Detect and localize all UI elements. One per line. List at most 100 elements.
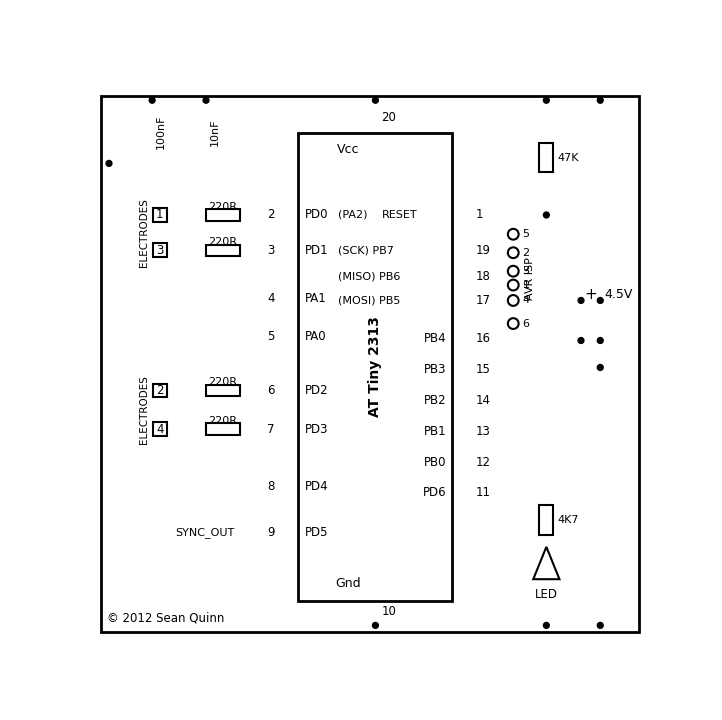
Text: PD0: PD0 [305,209,328,222]
Circle shape [508,318,518,329]
Text: 4K7: 4K7 [557,515,578,525]
Text: ELECTRODES: ELECTRODES [139,375,149,444]
Text: PD5: PD5 [305,526,328,539]
Text: PD1: PD1 [305,244,329,257]
Text: 13: 13 [476,425,490,438]
Bar [206,384,240,396]
Text: PB2: PB2 [424,394,446,407]
Text: 1: 1 [476,209,483,222]
Circle shape [597,97,603,103]
Text: RESET: RESET [381,210,417,220]
Text: 47K: 47K [557,153,578,163]
Text: PA1: PA1 [305,292,326,305]
Text: PD4: PD4 [305,480,329,493]
Text: 220R: 220R [209,202,238,212]
Text: 18: 18 [476,270,490,283]
Text: 2: 2 [523,248,530,258]
Text: 5: 5 [523,229,529,239]
Bar [298,132,453,600]
Text: PB1: PB1 [424,425,446,438]
Text: PD6: PD6 [422,487,446,500]
Text: 220R: 220R [209,237,238,247]
Bar [206,423,240,435]
Polygon shape [534,547,560,579]
Circle shape [149,97,155,103]
Text: 3: 3 [267,244,274,257]
Text: PB3: PB3 [424,364,446,377]
Text: 4: 4 [156,423,164,436]
Text: (MOSI) PB5: (MOSI) PB5 [339,295,401,305]
Text: Gnd: Gnd [336,577,361,590]
Bar [206,245,240,256]
Circle shape [597,364,603,370]
Text: (SCK) PB7: (SCK) PB7 [339,246,394,256]
Circle shape [373,623,378,629]
Text: 100nF: 100nF [156,114,166,149]
Text: PB4: PB4 [424,333,446,346]
Bar [539,143,553,172]
Text: 4: 4 [523,295,530,305]
Text: 19: 19 [476,244,490,257]
Text: 2: 2 [156,384,164,397]
Text: AT Tiny 2313: AT Tiny 2313 [368,316,383,417]
Text: 6: 6 [267,384,274,397]
Text: © 2012 Sean Quinn: © 2012 Sean Quinn [108,611,225,624]
Circle shape [544,97,549,103]
Text: 20: 20 [381,111,396,124]
Circle shape [203,97,209,103]
Circle shape [508,279,518,290]
Text: 1: 1 [523,280,529,290]
Bar [153,422,167,436]
Circle shape [597,297,603,303]
Text: 220R: 220R [209,377,238,387]
Text: (PA2): (PA2) [339,210,368,220]
Text: Vcc: Vcc [337,143,360,156]
Text: 15: 15 [476,364,490,377]
Text: ELECTRODES: ELECTRODES [139,198,149,267]
Bar [539,505,553,534]
Bar [153,384,167,397]
Text: PB0: PB0 [424,456,446,469]
Text: 17: 17 [476,294,490,307]
Text: 16: 16 [476,333,490,346]
Text: 10: 10 [381,605,396,618]
Text: 10nF: 10nF [210,118,220,145]
Text: (MISO) PB6: (MISO) PB6 [339,271,401,282]
Text: LED: LED [535,588,558,601]
Circle shape [597,623,603,629]
Text: 11: 11 [476,487,490,500]
Circle shape [508,248,518,258]
Text: 14: 14 [476,394,490,407]
Bar [153,208,167,222]
Text: 7: 7 [267,423,274,436]
Circle shape [508,295,518,306]
Text: PD3: PD3 [305,423,328,436]
Text: 3: 3 [156,244,163,257]
Circle shape [508,229,518,240]
Circle shape [106,161,112,166]
Bar [206,210,240,221]
Text: 5: 5 [267,330,274,343]
Text: 4.5V: 4.5V [604,288,632,301]
Text: 2: 2 [267,209,274,222]
Bar [153,243,167,257]
Text: PA0: PA0 [305,330,326,343]
Text: 4: 4 [267,292,274,305]
Text: 8: 8 [267,480,274,493]
Circle shape [544,623,549,629]
Text: 12: 12 [476,456,490,469]
Text: +: + [585,287,598,302]
Text: 220R: 220R [209,415,238,426]
Circle shape [578,338,584,343]
Text: 3: 3 [523,266,529,276]
Circle shape [373,97,378,103]
Text: SYNC_OUT: SYNC_OUT [175,528,235,539]
Text: PD2: PD2 [305,384,329,397]
Circle shape [597,338,603,343]
Circle shape [544,212,549,218]
Circle shape [508,266,518,276]
Circle shape [578,297,584,303]
Text: 6: 6 [523,318,529,328]
Text: 9: 9 [267,526,274,539]
Text: 1: 1 [156,209,164,222]
